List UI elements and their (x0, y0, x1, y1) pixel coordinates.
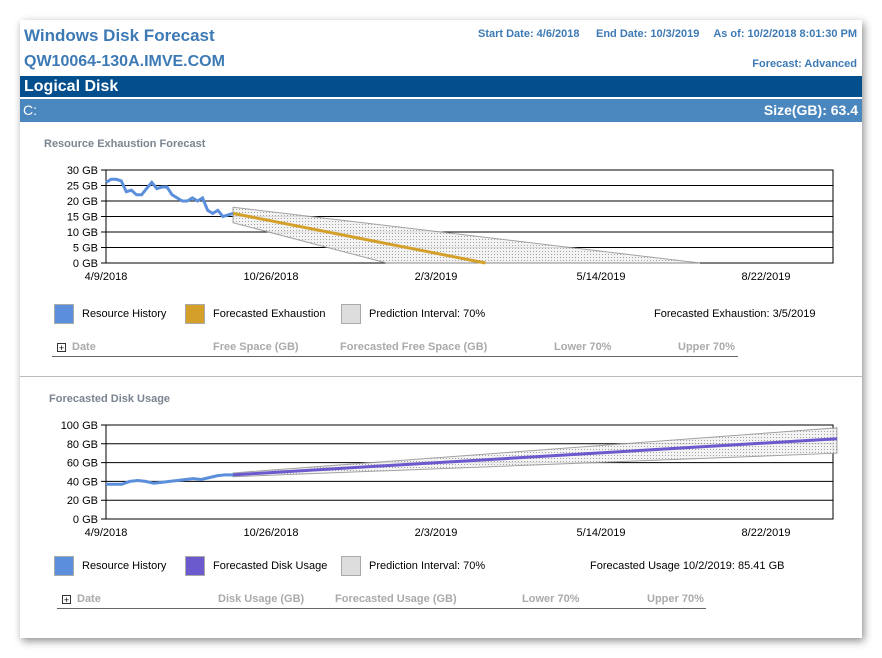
x-tick-label: 8/22/2019 (742, 527, 791, 539)
history-line (106, 473, 234, 486)
col-free[interactable]: Free Space (GB) (213, 341, 299, 353)
x-tick-label: 4/9/2018 (85, 527, 128, 539)
x-tick-label: 5/14/2019 (577, 527, 626, 539)
y-tick-label: 100 GB (61, 420, 98, 432)
x-tick-label: 4/9/2018 (85, 271, 128, 283)
disk-name: C: (23, 102, 37, 118)
end-date: End Date: 10/3/2019 (596, 28, 700, 40)
table-rule (52, 356, 738, 357)
forecast-line (232, 437, 838, 477)
y-tick-label: 20 GB (67, 196, 98, 208)
col-upper-2[interactable]: Upper 70% (647, 593, 704, 605)
col-usage[interactable]: Disk Usage (GB) (218, 593, 305, 605)
host-name: QW10064-130A.IMVE.COM (24, 53, 225, 70)
col-date[interactable]: Date (72, 341, 96, 353)
x-tick-label: 8/22/2019 (742, 271, 791, 283)
section-title: Logical Disk (24, 78, 119, 95)
x-tick-label: 2/3/2019 (415, 271, 458, 283)
disk-bar: C: Size(GB): 63.4 (20, 99, 862, 122)
disk-size: Size(GB): 63.4 (763, 102, 858, 118)
legend-interval-2: Prediction Interval: 70% (341, 556, 485, 576)
forecast-line (232, 211, 486, 265)
x-tick-label: 5/14/2019 (577, 271, 626, 283)
expand-icon[interactable]: + (57, 343, 66, 353)
exhaustion-summary: Forecasted Exhaustion: 3/5/2019 (654, 308, 816, 320)
charts-svg: 0 GB 5 GB 10 GB 15 GB 20 GB 25 GB 30 GB 4/9/201… (61, 165, 838, 539)
legend-history: Resource History (54, 304, 166, 324)
x-tick-label: 2/3/2019 (415, 527, 458, 539)
col-forecast-free[interactable]: Forecasted Free Space (GB) (340, 341, 488, 353)
expand-icon-2[interactable]: + (62, 595, 71, 605)
legend-history-2: Resource History (54, 556, 166, 576)
history-line (105, 177, 234, 219)
as-of: As of: 10/2/2018 8:01:30 PM (713, 28, 857, 40)
usage-summary: Forecasted Usage 10/2/2019: 85.41 GB (590, 560, 785, 572)
start-date: Start Date: 4/6/2018 (478, 28, 580, 40)
y-tick-label: 30 GB (67, 165, 98, 177)
prediction-band (232, 206, 701, 264)
x-tick-label: 10/26/2018 (243, 527, 298, 539)
y-tick-label: 0 GB (73, 258, 98, 270)
col-date-2[interactable]: Date (77, 593, 101, 605)
chart1-title: Resource Exhaustion Forecast (44, 138, 206, 150)
y-tick-label: 20 GB (67, 495, 98, 507)
y-tick-label: 80 GB (67, 439, 98, 451)
report-title: Windows Disk Forecast (24, 26, 215, 45)
y-tick-label: 0 GB (73, 514, 98, 526)
legend-usage: Forecasted Disk Usage (185, 556, 327, 576)
y-tick-label: 25 GB (67, 181, 98, 193)
col-lower-2[interactable]: Lower 70% (522, 593, 580, 605)
legend-interval: Prediction Interval: 70% (341, 304, 485, 324)
y-tick-label: 15 GB (67, 212, 98, 224)
forecast-mode: Forecast: Advanced (752, 58, 857, 70)
col-lower[interactable]: Lower 70% (554, 341, 612, 353)
y-tick-label: 5 GB (73, 243, 98, 255)
col-forecast-usage[interactable]: Forecasted Usage (GB) (335, 593, 457, 605)
col-upper[interactable]: Upper 70% (678, 341, 735, 353)
y-tick-label: 10 GB (67, 227, 98, 239)
divider (20, 376, 862, 377)
y-tick-label: 60 GB (67, 458, 98, 470)
y-tick-label: 40 GB (67, 476, 98, 488)
legend-exhaustion: Forecasted Exhaustion (185, 304, 326, 324)
x-tick-label: 10/26/2018 (243, 271, 298, 283)
chart2-title: Forecasted Disk Usage (49, 393, 171, 405)
table-rule-2 (57, 608, 706, 609)
report-card: Windows Disk Forecast QW10064-130A.IMVE.… (20, 20, 862, 638)
section-bar: Logical Disk (20, 76, 862, 97)
